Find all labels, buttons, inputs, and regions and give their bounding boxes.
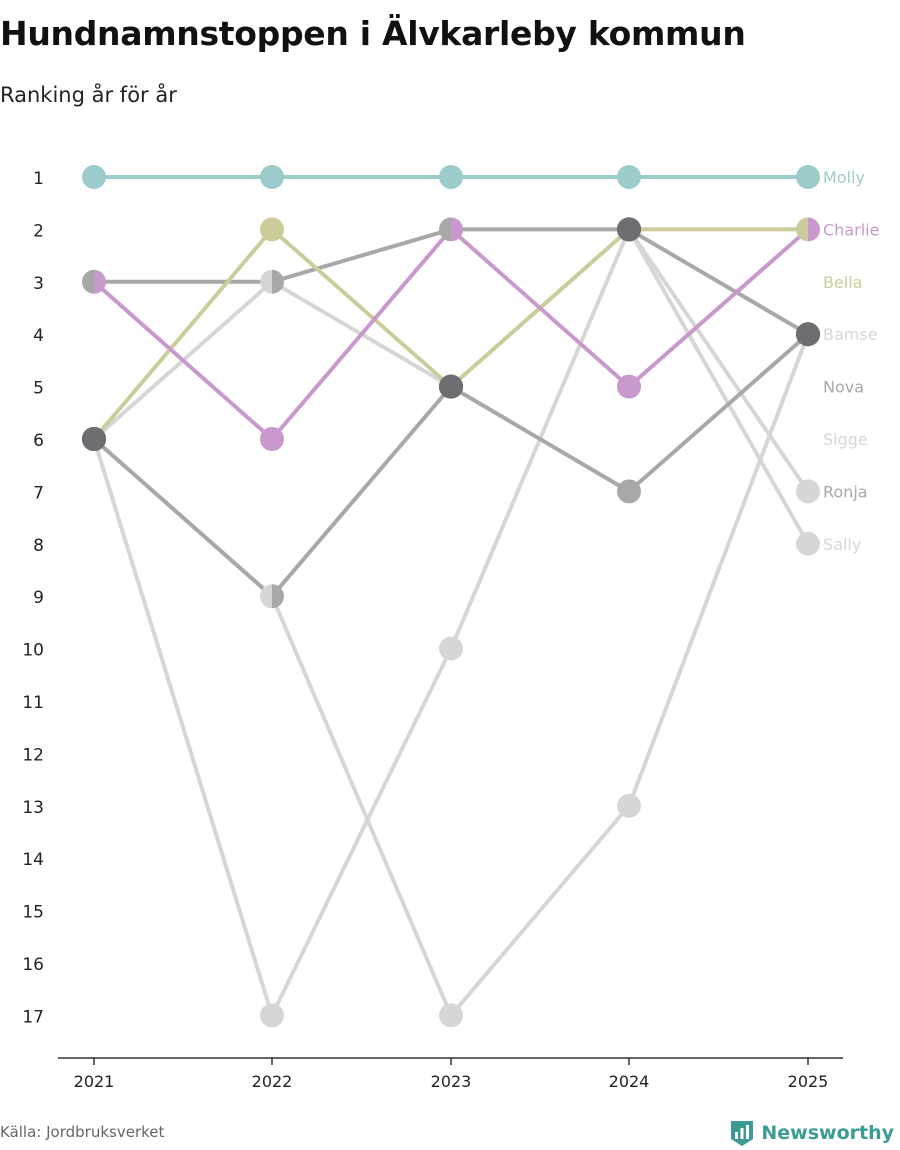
marker-sally-2025 — [796, 531, 820, 556]
marker-bella-2025 — [796, 217, 808, 242]
series-label-nova: Nova — [823, 378, 864, 397]
x-tick-label: 2024 — [609, 1072, 650, 1091]
marker-bella-2022 — [260, 217, 284, 242]
y-tick-label: 12 — [22, 745, 44, 765]
marker-sigge-2024 — [617, 793, 641, 818]
y-tick-label: 17 — [22, 1007, 44, 1027]
series-label-ronja: Ronja — [823, 482, 868, 501]
y-tick-label: 9 — [33, 588, 44, 608]
y-tick-label: 6 — [33, 431, 44, 451]
marker-bamse-2021 — [82, 269, 94, 294]
x-tick-label: 2025 — [788, 1072, 829, 1091]
series-label-sally: Sally — [823, 535, 861, 554]
marker-ronja-2025 — [796, 479, 820, 504]
marker-sigge-2022 — [260, 584, 272, 609]
source-note: Källa: Jordbruksverket — [0, 1123, 165, 1141]
series-label-charlie: Charlie — [823, 220, 879, 239]
chart-title: Hundnamnstoppen i Älvkarleby kommun — [0, 14, 746, 53]
x-tick-label: 2022 — [252, 1072, 293, 1091]
y-tick-label: 16 — [22, 955, 44, 975]
series-label-bella: Bella — [823, 273, 863, 292]
brand-logo: Newsworthy — [729, 1119, 894, 1147]
series-line-nova — [92, 332, 810, 599]
marker-charlie-2025 — [808, 217, 820, 242]
x-tick-label: 2023 — [431, 1072, 472, 1091]
marker-bamse-2023 — [439, 217, 451, 242]
y-tick-label: 2 — [33, 221, 44, 241]
marker-charlie-2021 — [94, 269, 107, 294]
marker-charlie-2022 — [260, 427, 284, 451]
marker-molly-2024 — [617, 165, 641, 189]
y-tick-label: 13 — [22, 798, 44, 818]
marker-sigge-2023 — [439, 1003, 463, 1028]
marker-charlie-2023 — [451, 217, 464, 242]
marker-sally-2022 — [260, 269, 272, 294]
marker-nova-2022 — [272, 584, 284, 609]
marker-nova-2024 — [617, 479, 641, 504]
marker-molly-2021 — [82, 165, 106, 189]
y-tick-label: 15 — [22, 903, 44, 923]
series-line-ronja — [92, 227, 810, 1018]
marker-bella-2021 — [82, 427, 106, 451]
marker-ronja-2023 — [439, 636, 463, 661]
series-line-sigge — [92, 332, 810, 1018]
marker-molly-2023 — [439, 165, 463, 189]
y-tick-label: 3 — [33, 274, 44, 294]
marker-molly-2025 — [796, 165, 820, 189]
y-tick-label: 8 — [33, 536, 44, 556]
y-tick-label: 14 — [22, 850, 44, 870]
marker-bamse-2022 — [272, 269, 284, 294]
y-tick-label: 7 — [33, 483, 44, 503]
series-label-bamse: Bamse — [823, 325, 878, 344]
x-tick-label: 2021 — [74, 1072, 115, 1091]
chart-subtitle: Ranking år för år — [0, 83, 177, 107]
y-tick-label: 4 — [33, 326, 44, 346]
y-tick-label: 1 — [33, 169, 44, 189]
y-tick-label: 10 — [22, 641, 44, 661]
marker-bella-2024 — [617, 217, 641, 242]
marker-ronja-2022 — [260, 1003, 284, 1028]
newsworthy-logo-icon — [731, 1121, 754, 1146]
marker-molly-2022 — [260, 165, 284, 189]
series-label-sigge: Sigge — [823, 430, 868, 449]
marker-bella-2023 — [439, 374, 463, 399]
marker-charlie-2024 — [617, 374, 641, 399]
brand-name: Newsworthy — [761, 1122, 894, 1144]
series-line-bamse — [92, 227, 810, 337]
marker-bamse-2025 — [796, 322, 820, 347]
y-tick-label: 5 — [33, 379, 44, 399]
y-tick-label: 11 — [22, 693, 44, 713]
series-label-molly: Molly — [823, 168, 865, 187]
